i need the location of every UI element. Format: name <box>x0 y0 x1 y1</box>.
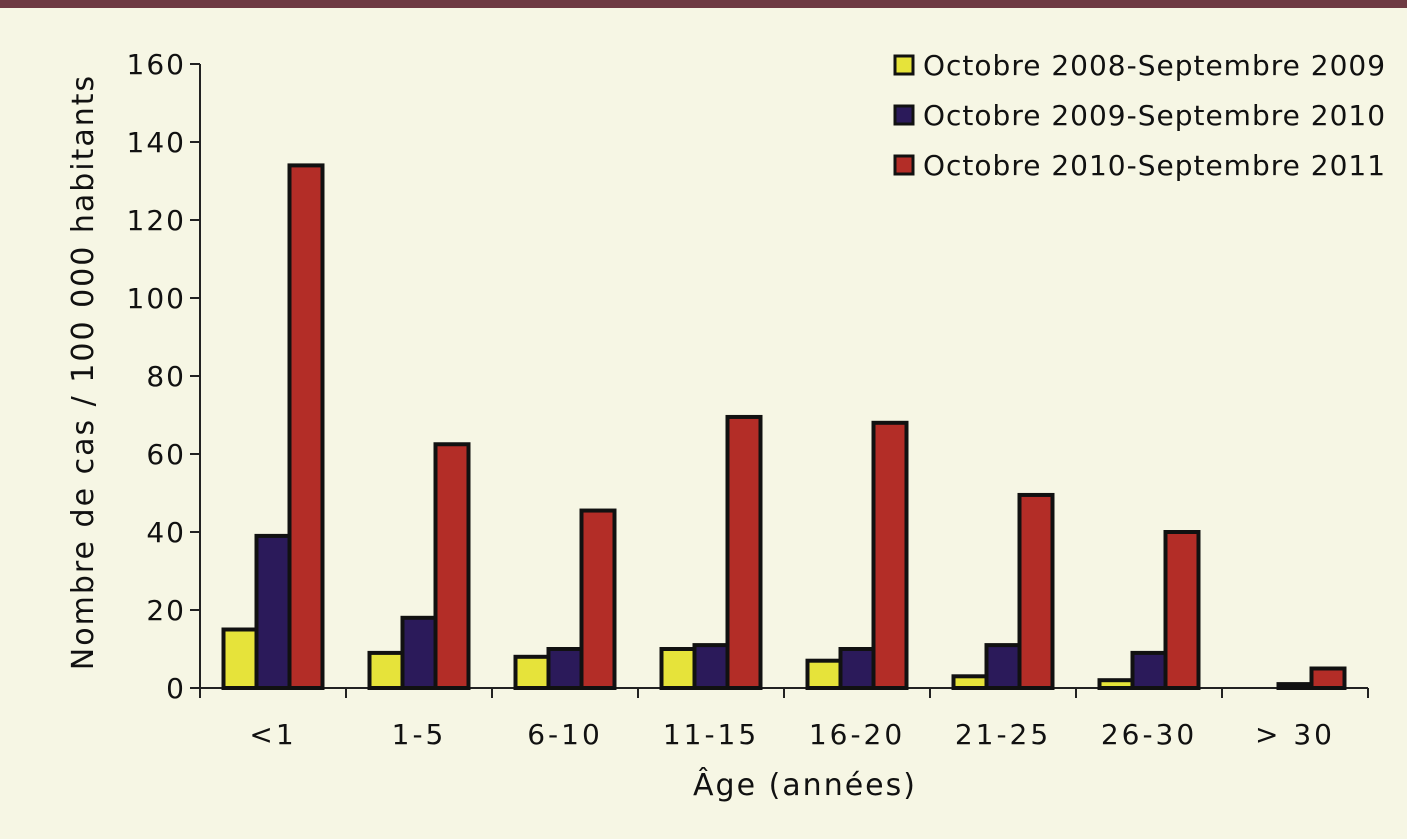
bar <box>838 647 876 690</box>
y-axis-ticks: 0 20 40 60 80 100 120 140 160 <box>127 48 200 705</box>
y-axis-title: Nombre de cas / 100 000 habitants <box>66 74 101 670</box>
legend-swatch <box>893 104 915 126</box>
bar <box>1017 492 1055 691</box>
y-tick-label: 40 <box>146 516 186 549</box>
x-axis-tick-labels: <1 1-5 6-10 11-15 16-20 21-25 26-30 > 30 <box>249 718 1335 751</box>
bar <box>287 163 325 690</box>
bar <box>951 674 989 690</box>
legend-swatch <box>893 154 915 176</box>
legend: Octobre 2008-Septembre 2009 Octobre 2009-… <box>893 49 1386 182</box>
bar <box>692 643 730 690</box>
y-tick-label: 80 <box>146 360 186 393</box>
legend-label: Octobre 2010-Septembre 2011 <box>923 149 1386 182</box>
y-tick-label: 140 <box>127 126 186 159</box>
bar <box>513 654 551 690</box>
bar <box>221 627 259 690</box>
x-tick-label: <1 <box>249 718 296 751</box>
x-tick-label: 21-25 <box>955 718 1051 751</box>
y-tick-label: 120 <box>127 204 186 237</box>
x-tick-label: > 30 <box>1255 718 1335 751</box>
bar <box>400 615 438 690</box>
bar <box>659 647 697 690</box>
y-tick-label: 20 <box>146 594 186 627</box>
bar <box>871 420 909 690</box>
bar <box>367 650 405 691</box>
legend-label: Octobre 2008-Septembre 2009 <box>923 49 1386 82</box>
bars <box>221 163 1347 691</box>
x-tick-label: 26-30 <box>1101 718 1197 751</box>
y-tick-label: 60 <box>146 438 186 471</box>
bar <box>1276 682 1314 690</box>
x-tick-label: 11-15 <box>663 718 759 751</box>
x-axis-title: Âge (années) <box>693 767 917 803</box>
top-band <box>0 0 1407 8</box>
y-tick-label: 160 <box>127 48 186 81</box>
bar <box>254 533 292 691</box>
legend-swatch <box>893 54 915 76</box>
y-tick-label: 0 <box>166 672 186 705</box>
x-tick-label: 1-5 <box>392 718 447 751</box>
x-tick-label: 6-10 <box>527 718 603 751</box>
legend-label: Octobre 2009-Septembre 2010 <box>923 99 1386 132</box>
bar <box>725 414 763 690</box>
bar <box>433 442 471 690</box>
bar <box>805 658 843 691</box>
bar <box>1097 678 1135 691</box>
bar <box>984 643 1022 690</box>
bar <box>579 508 617 690</box>
bar <box>1309 666 1347 690</box>
bar <box>1163 530 1201 690</box>
y-tick-label: 100 <box>127 282 186 315</box>
bar <box>546 647 584 690</box>
bar <box>1130 650 1168 691</box>
x-tick-label: 16-20 <box>809 718 905 751</box>
